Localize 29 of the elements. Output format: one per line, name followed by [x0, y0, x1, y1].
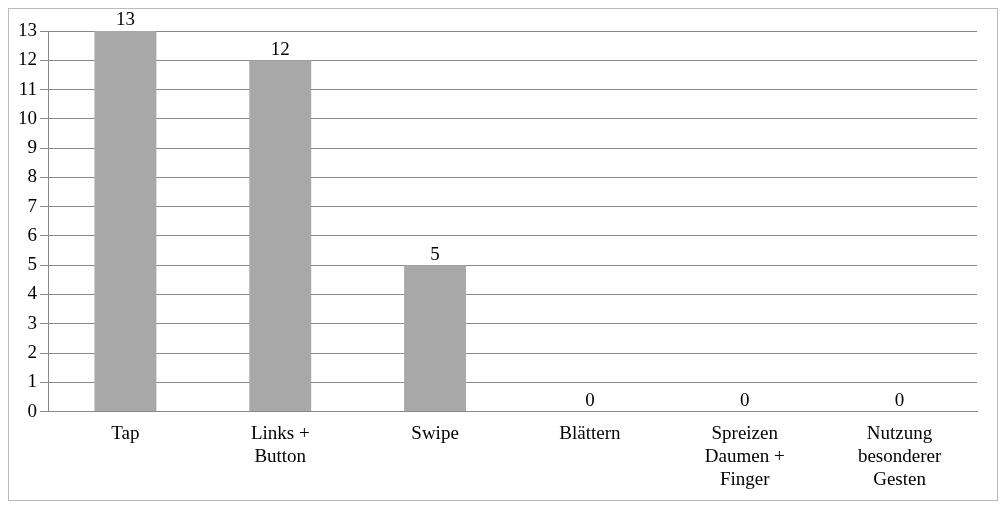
y-tick-label: 3 — [27, 311, 37, 333]
bar — [249, 60, 312, 412]
x-tick-label: Tap — [111, 421, 140, 443]
y-tick-label: 10 — [18, 106, 37, 128]
data-label: 13 — [115, 8, 135, 30]
y-tick-label: 5 — [27, 253, 37, 275]
bar — [404, 265, 467, 412]
data-label: 5 — [430, 242, 440, 264]
y-tick-label: 13 — [18, 18, 37, 40]
y-tick-label: 4 — [27, 282, 38, 304]
y-tick-label: 11 — [18, 77, 37, 99]
y-tick-label: 7 — [27, 194, 37, 216]
y-tick-label: 12 — [18, 48, 37, 70]
y-tick-label: 9 — [27, 136, 37, 158]
x-tick-label: Swipe — [411, 421, 459, 443]
bar — [94, 31, 157, 412]
data-label: 0 — [585, 389, 595, 411]
y-tick-label: 1 — [27, 370, 37, 392]
data-label: 0 — [740, 389, 750, 411]
x-tick-label: Nutzung besonderer Gesten — [857, 421, 942, 489]
y-tick-label: 8 — [27, 165, 37, 187]
y-tick-label: 2 — [27, 341, 37, 363]
y-tick-label: 0 — [27, 399, 37, 421]
x-tick-label: Links + Button — [250, 421, 310, 466]
y-tick-label: 6 — [27, 223, 37, 245]
x-tick-label: Spreizen Daumen + Finger — [704, 421, 785, 489]
data-label: 0 — [894, 389, 905, 411]
x-tick-label: Blättern — [559, 421, 622, 443]
data-label: 12 — [270, 37, 290, 59]
